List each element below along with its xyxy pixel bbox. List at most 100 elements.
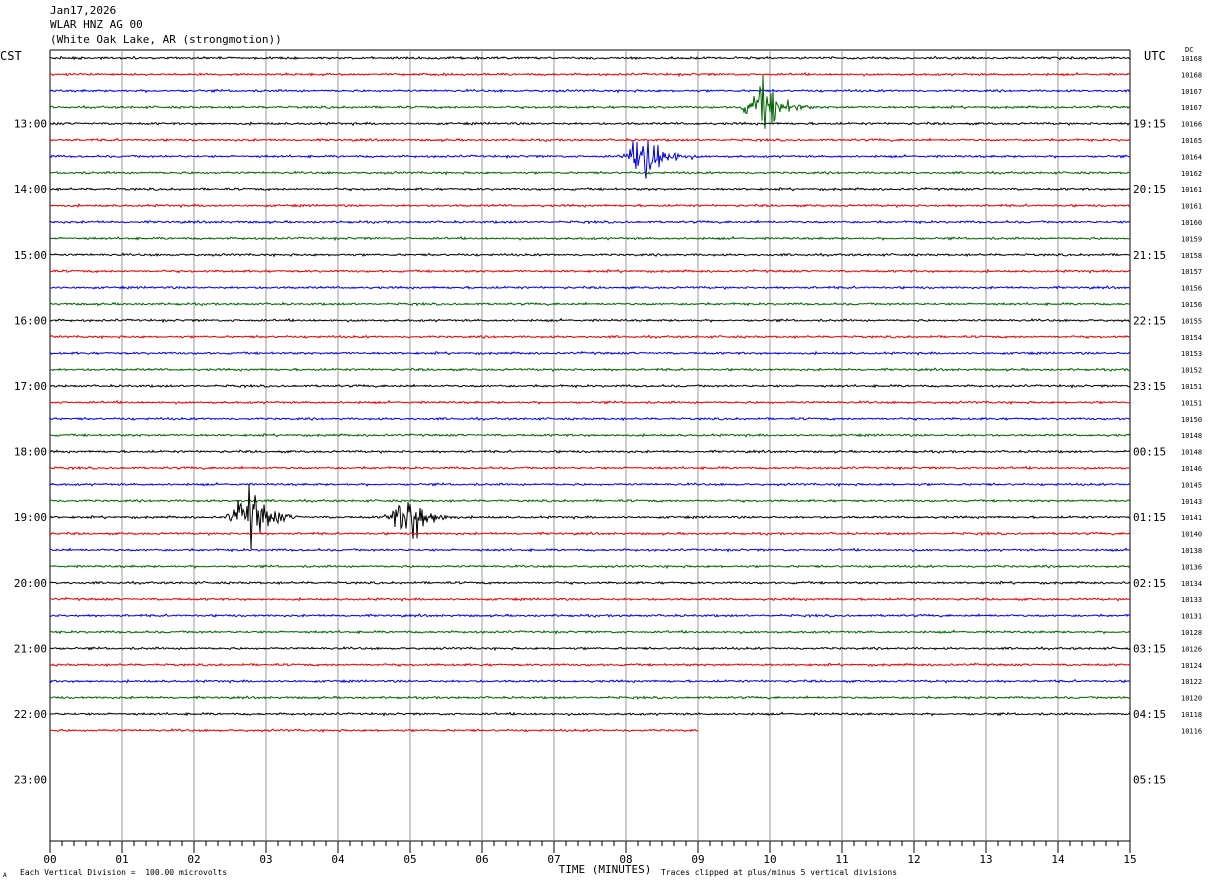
x-tick-label: 05 [403, 853, 416, 866]
left-timezone-label: CST [0, 49, 22, 63]
dc-offset-label: 10166 [1181, 121, 1202, 129]
seismic-trace [49, 711, 1131, 717]
seismic-trace [49, 55, 1131, 61]
seismic-trace [49, 301, 1131, 307]
x-tick-label: 01 [115, 853, 128, 866]
dc-offset-label: 10133 [1181, 596, 1202, 604]
x-tick-label: 06 [475, 853, 488, 866]
seismic-trace [49, 235, 1131, 242]
dc-offset-label: 10167 [1181, 104, 1202, 112]
seismic-trace [49, 498, 1131, 504]
hour-label-cst: 23:00 [14, 774, 47, 787]
hour-label-utc: 04:15 [1133, 708, 1166, 721]
seismic-trace [49, 137, 1131, 143]
right-timezone-label: UTC [1144, 49, 1166, 63]
seismic-trace [50, 596, 1131, 602]
hour-label-utc: 19:15 [1133, 118, 1166, 131]
seismic-trace [49, 383, 1131, 389]
seismic-trace [49, 465, 1131, 471]
dc-offset-label: 10161 [1181, 186, 1202, 194]
dc-offset-label: 10146 [1181, 465, 1202, 473]
dc-offset-label: 10161 [1181, 203, 1202, 211]
seismic-trace [49, 219, 1131, 225]
dc-offset-label: 10118 [1181, 711, 1202, 719]
dc-offset-label: 10155 [1181, 317, 1202, 325]
x-tick-label: 11 [835, 853, 848, 866]
seismic-trace [49, 432, 1131, 438]
dc-offset-label: 10158 [1181, 252, 1202, 260]
hour-label-cst: 19:00 [14, 511, 47, 524]
seismic-trace [49, 399, 1131, 406]
seismic-trace [49, 186, 1131, 192]
x-tick-label: 15 [1123, 853, 1136, 866]
hour-label-utc: 23:15 [1133, 380, 1166, 393]
x-tick-label: 00 [43, 853, 56, 866]
clip-note: Traces clipped at plus/minus 5 vertical … [661, 868, 898, 877]
dc-offset-label: 10168 [1181, 71, 1202, 79]
dc-offset-label: 10153 [1181, 350, 1202, 358]
x-tick-label: 02 [187, 853, 200, 866]
x-tick-label: 07 [547, 853, 560, 866]
hour-label-cst: 14:00 [14, 183, 47, 196]
hour-label-utc: 20:15 [1133, 183, 1166, 196]
dc-offset-label: 10165 [1181, 137, 1202, 145]
x-tick-label: 09 [691, 853, 704, 866]
seismic-trace [49, 547, 1130, 553]
hour-label-cst: 15:00 [14, 249, 47, 262]
seismic-trace [49, 75, 1131, 129]
dc-offset-label: 10168 [1181, 55, 1202, 63]
dc-offset-label: 10162 [1181, 170, 1202, 178]
dc-offset-label: 10116 [1181, 727, 1202, 735]
dc-offset-label: 10157 [1181, 268, 1202, 276]
dc-offset-label: 10152 [1181, 367, 1202, 375]
seismic-trace [49, 334, 1131, 340]
seismic-trace [49, 350, 1131, 356]
seismic-trace [49, 416, 1131, 422]
dc-offset-label: 10136 [1181, 563, 1202, 571]
seismic-trace [49, 268, 1131, 274]
corner-mark: A [3, 872, 7, 879]
seismic-trace [49, 121, 1131, 127]
hour-label-cst: 16:00 [14, 314, 47, 327]
seismic-trace [49, 367, 1131, 372]
seismic-trace [49, 449, 1131, 454]
x-tick-label: 03 [259, 853, 272, 866]
dc-offset-label: 10140 [1181, 531, 1202, 539]
hour-label-cst: 22:00 [14, 708, 47, 721]
x-tick-label: 04 [331, 853, 345, 866]
hour-label-utc: 01:15 [1133, 511, 1166, 524]
seismic-trace [49, 580, 1131, 586]
seismic-trace [49, 285, 1131, 290]
dc-offset-label: 10154 [1181, 334, 1202, 342]
x-tick-label: 12 [907, 853, 920, 866]
dc-offset-label: 10148 [1181, 449, 1202, 457]
dc-offset-label: 10126 [1181, 645, 1202, 653]
dc-offset-label: 10164 [1181, 153, 1202, 161]
dc-offset-label: 10131 [1181, 613, 1202, 621]
dc-offset-label: 10128 [1181, 629, 1202, 637]
hour-label-utc: 02:15 [1133, 577, 1166, 590]
hour-label-utc: 05:15 [1133, 774, 1166, 787]
record-date: Jan17,2026 [50, 4, 117, 17]
dc-offset-label: 10167 [1181, 88, 1202, 96]
seismic-trace [49, 678, 1131, 684]
dc-offset-label: 10141 [1181, 514, 1202, 522]
seismic-trace [49, 252, 1131, 258]
seismic-trace [49, 613, 1130, 619]
seismic-trace [49, 531, 1131, 537]
hour-label-utc: 00:15 [1133, 446, 1166, 459]
seismic-trace [49, 695, 1131, 701]
dc-offset-label: 10143 [1181, 498, 1202, 506]
seismic-trace [49, 140, 1131, 179]
seismic-trace [49, 662, 1131, 668]
dc-offset-label: 10138 [1181, 547, 1202, 555]
dc-offset-label: 10156 [1181, 285, 1202, 293]
x-tick-label: 10 [763, 853, 776, 866]
seismic-trace [49, 88, 1131, 94]
seismic-trace [49, 646, 1131, 652]
hour-label-cst: 13:00 [14, 118, 47, 131]
hour-label-cst: 20:00 [14, 577, 47, 590]
dc-offset-label: 10148 [1181, 432, 1202, 440]
seismic-trace [49, 564, 1131, 570]
